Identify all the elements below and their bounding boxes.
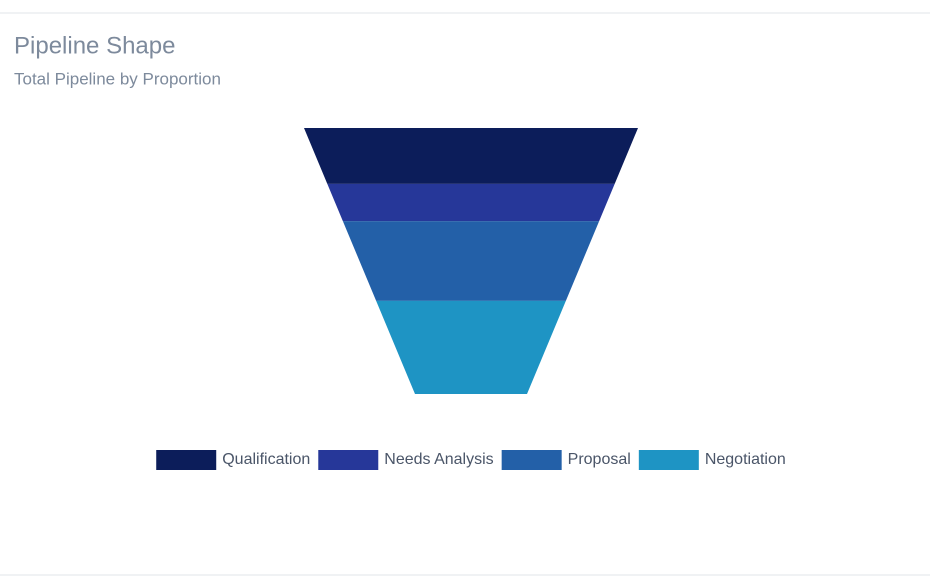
chart-title: Pipeline Shape <box>14 32 175 59</box>
legend: Qualification Needs Analysis Proposal Negot… <box>156 450 786 470</box>
funnel-segment <box>304 128 638 184</box>
legend-swatch <box>318 450 379 470</box>
chart-subtitle: Total Pipeline by Proportion <box>14 69 221 88</box>
legend-label: Proposal <box>568 451 631 468</box>
legend-label: Needs Analysis <box>384 451 493 468</box>
legend-swatch <box>156 450 217 470</box>
funnel-segment <box>376 300 566 394</box>
funnel-segment <box>342 221 600 301</box>
legend-swatch <box>501 450 562 470</box>
legend-label: Qualification <box>222 451 310 468</box>
legend-label: Negotiation <box>705 451 786 468</box>
funnel-segment <box>327 183 615 222</box>
legend-swatch <box>638 450 699 470</box>
